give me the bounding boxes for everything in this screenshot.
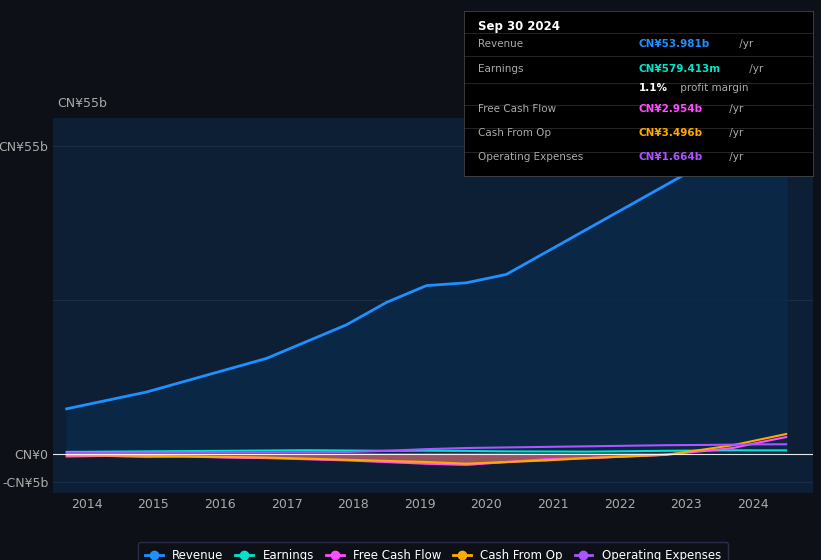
Text: Revenue: Revenue	[478, 39, 523, 49]
Text: CN¥53.981b: CN¥53.981b	[639, 39, 709, 49]
Text: /yr: /yr	[736, 39, 754, 49]
Text: /yr: /yr	[727, 105, 744, 114]
Text: /yr: /yr	[745, 64, 763, 74]
Legend: Revenue, Earnings, Free Cash Flow, Cash From Op, Operating Expenses: Revenue, Earnings, Free Cash Flow, Cash …	[138, 542, 728, 560]
Text: /yr: /yr	[727, 128, 744, 138]
Text: Sep 30 2024: Sep 30 2024	[478, 20, 560, 33]
Text: CN¥3.496b: CN¥3.496b	[639, 128, 703, 138]
Text: profit margin: profit margin	[677, 83, 749, 93]
Text: 1.1%: 1.1%	[639, 83, 667, 93]
Text: CN¥1.664b: CN¥1.664b	[639, 152, 703, 162]
Text: /yr: /yr	[727, 152, 744, 162]
Text: Earnings: Earnings	[478, 64, 523, 74]
Text: CN¥2.954b: CN¥2.954b	[639, 105, 703, 114]
Text: Cash From Op: Cash From Op	[478, 128, 551, 138]
Text: CN¥55b: CN¥55b	[57, 97, 107, 110]
Text: Free Cash Flow: Free Cash Flow	[478, 105, 556, 114]
Text: CN¥579.413m: CN¥579.413m	[639, 64, 721, 74]
Text: Operating Expenses: Operating Expenses	[478, 152, 583, 162]
